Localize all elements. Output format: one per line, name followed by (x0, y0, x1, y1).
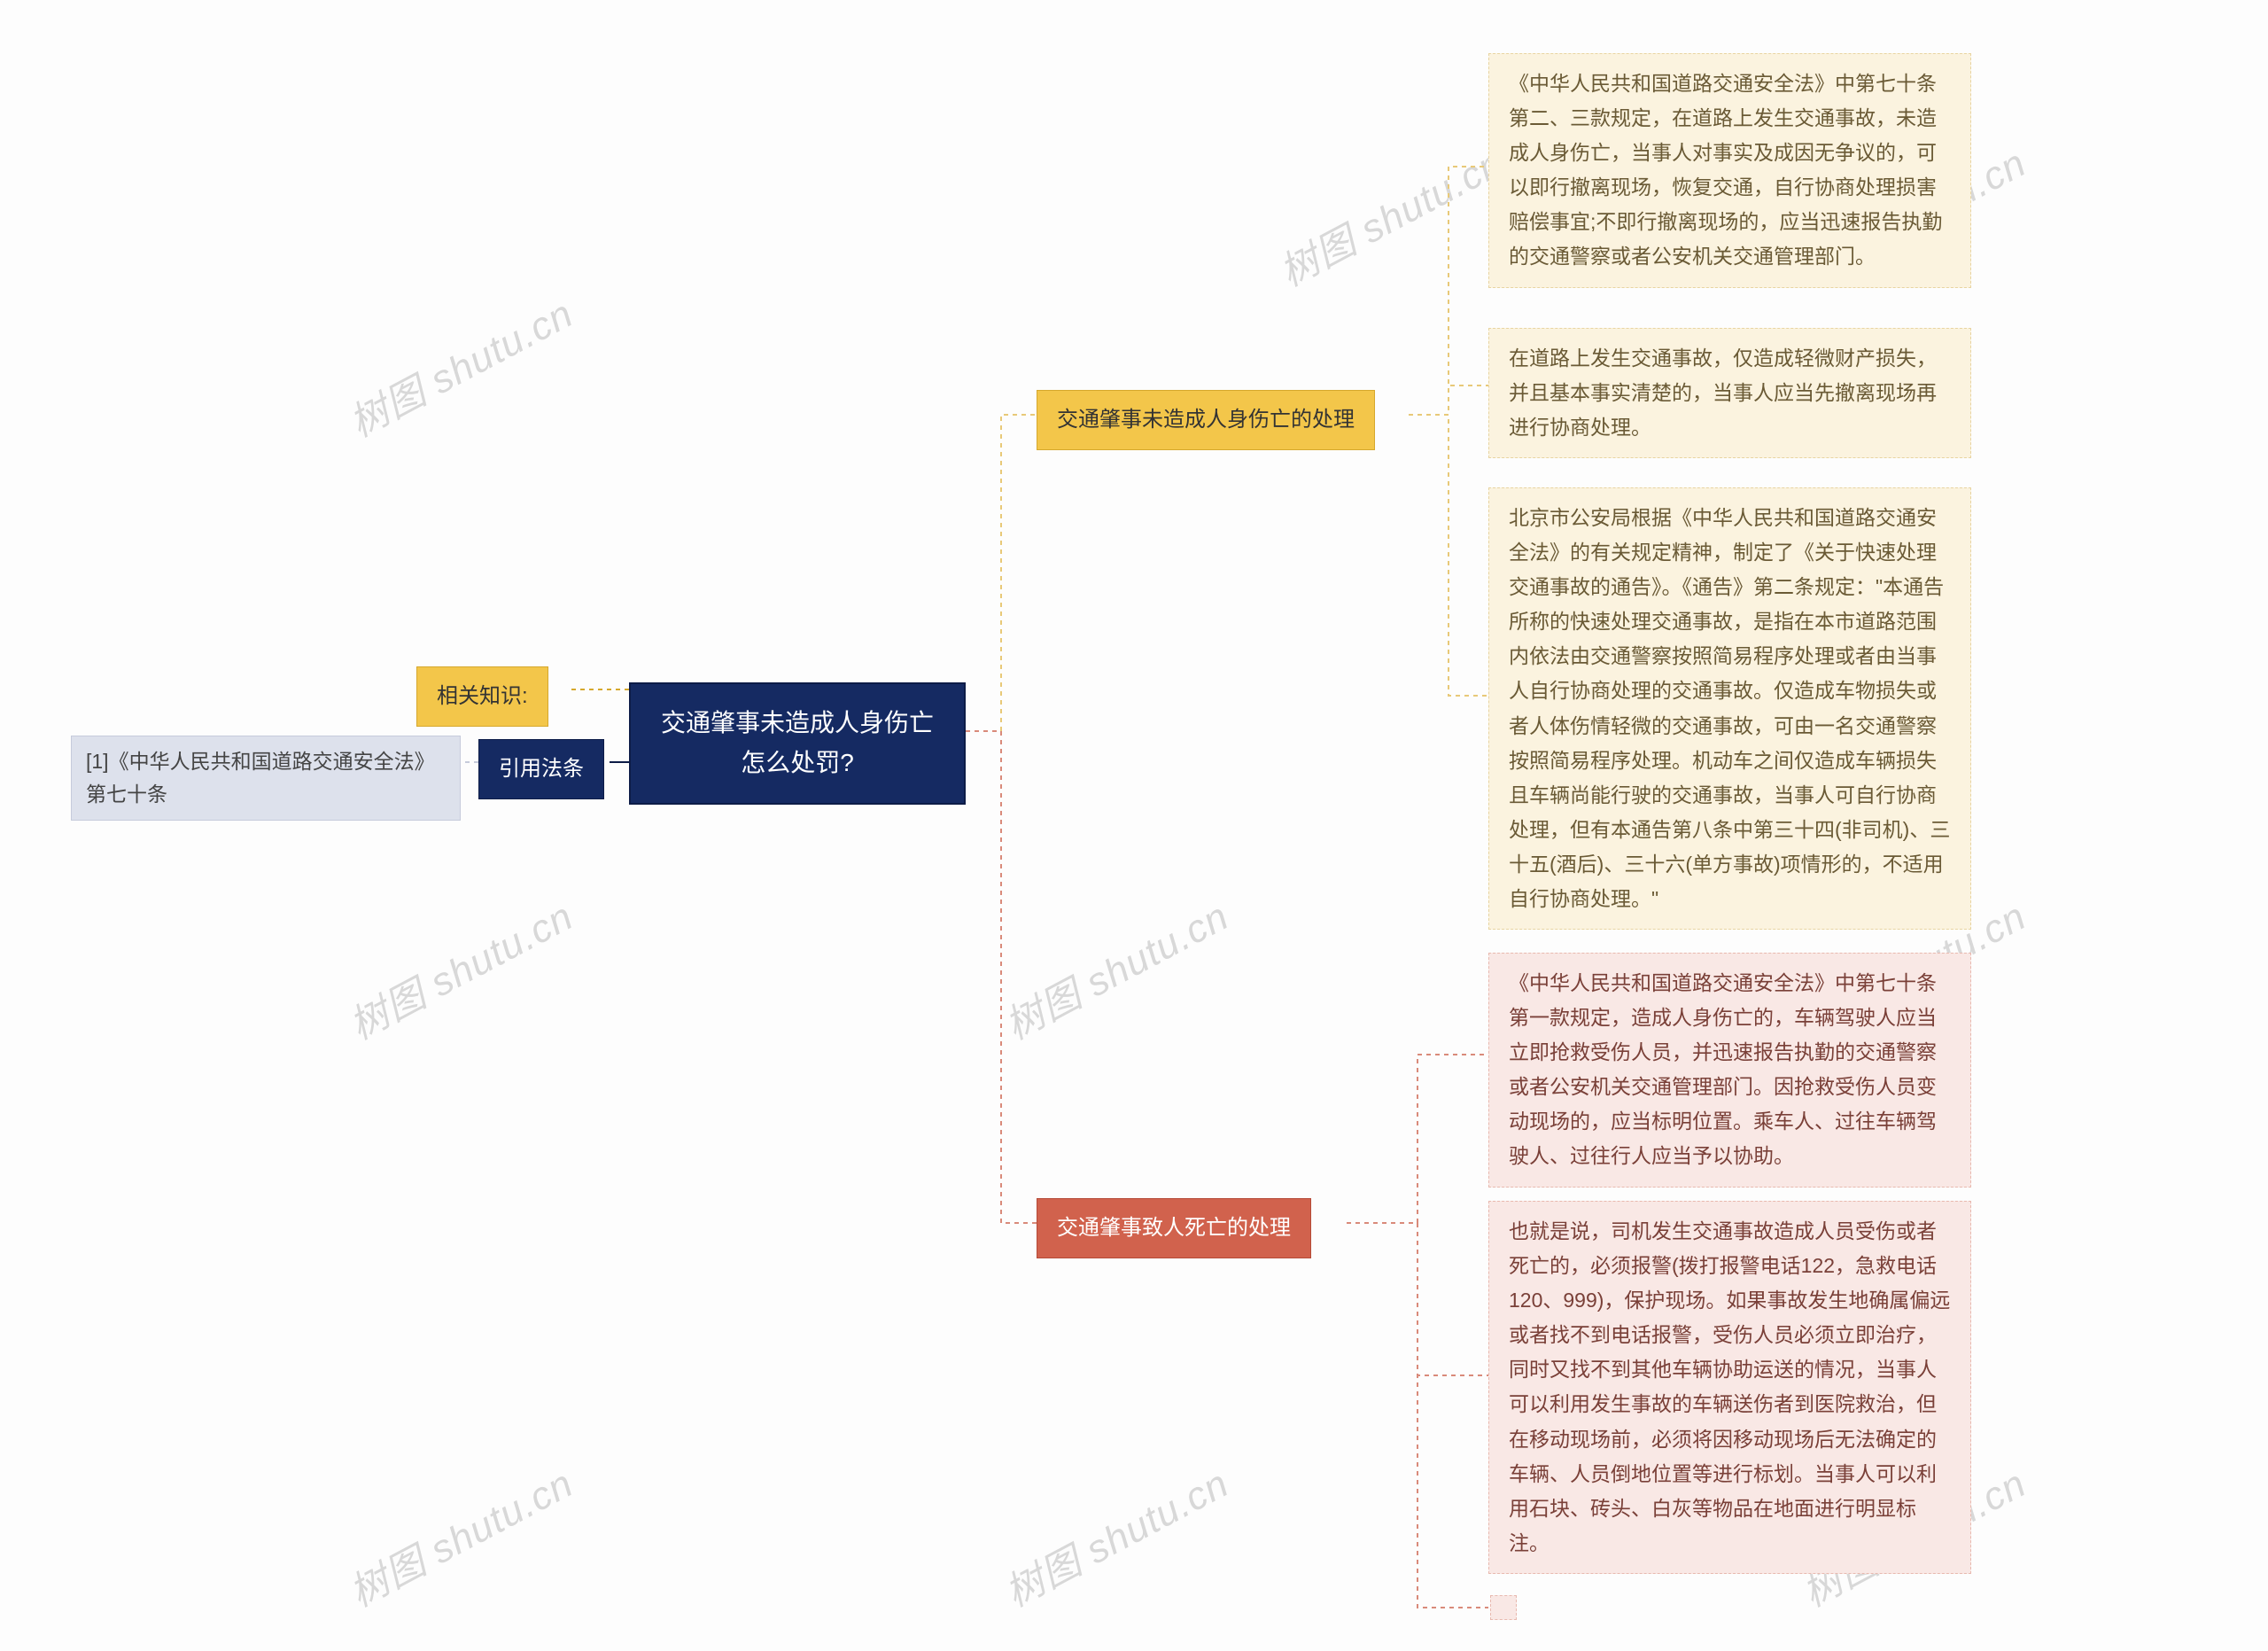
related-knowledge-node[interactable]: 相关知识: (416, 666, 548, 727)
death-leaf-1-text: 《中华人民共和国道路交通安全法》中第七十条第一款规定，造成人身伤亡的，车辆驾驶人… (1509, 971, 1937, 1167)
death-tiny-marker (1490, 1595, 1517, 1620)
no-injury-leaf-3-text: 北京市公安局根据《中华人民共和国道路交通安全法》的有关规定精神，制定了《关于快速… (1509, 506, 1950, 910)
watermark: 树图 shutu.cn (993, 1452, 1237, 1618)
death-branch-label: 交通肇事致人死亡的处理 (1057, 1216, 1291, 1240)
no-injury-leaf-1[interactable]: 《中华人民共和国道路交通安全法》中第七十条第二、三款规定，在道路上发生交通事故，… (1488, 53, 1971, 288)
no-injury-leaf-2-text: 在道路上发生交通事故，仅造成轻微财产损失，并且基本事实清楚的，当事人应当先撤离现… (1509, 347, 1937, 439)
root-label: 交通肇事未造成人身伤亡 怎么处罚? (657, 704, 937, 783)
related-knowledge-label: 相关知识: (437, 684, 528, 708)
death-leaf-2-text: 也就是说，司机发生交通事故造成人员受伤或者死亡的，必须报警(拨打报警电话122，… (1509, 1219, 1950, 1554)
law-ref-text: [1]《中华人民共和国道路交通安全法》 第七十条 (86, 750, 435, 806)
death-branch-title[interactable]: 交通肇事致人死亡的处理 (1037, 1198, 1311, 1258)
watermark: 树图 shutu.cn (338, 885, 581, 1051)
no-injury-leaf-2[interactable]: 在道路上发生交通事故，仅造成轻微财产损失，并且基本事实清楚的，当事人应当先撤离现… (1488, 328, 1971, 458)
cite-law-node[interactable]: 引用法条 (478, 739, 604, 799)
cite-law-label: 引用法条 (499, 757, 584, 781)
watermark: 树图 shutu.cn (993, 885, 1237, 1051)
no-injury-branch-label: 交通肇事未造成人身伤亡的处理 (1057, 408, 1355, 432)
root-node[interactable]: 交通肇事未造成人身伤亡 怎么处罚? (629, 682, 966, 805)
death-leaf-2[interactable]: 也就是说，司机发生交通事故造成人员受伤或者死亡的，必须报警(拨打报警电话122，… (1488, 1201, 1971, 1574)
watermark: 树图 shutu.cn (338, 1452, 581, 1618)
no-injury-leaf-1-text: 《中华人民共和国道路交通安全法》中第七十条第二、三款规定，在道路上发生交通事故，… (1509, 72, 1942, 268)
no-injury-branch-title[interactable]: 交通肇事未造成人身伤亡的处理 (1037, 390, 1375, 450)
watermark: 树图 shutu.cn (1268, 132, 1511, 298)
watermark: 树图 shutu.cn (338, 283, 581, 448)
no-injury-leaf-3[interactable]: 北京市公安局根据《中华人民共和国道路交通安全法》的有关规定精神，制定了《关于快速… (1488, 487, 1971, 930)
death-leaf-1[interactable]: 《中华人民共和国道路交通安全法》中第七十条第一款规定，造成人身伤亡的，车辆驾驶人… (1488, 953, 1971, 1188)
law-ref-leaf[interactable]: [1]《中华人民共和国道路交通安全法》 第七十条 (71, 736, 461, 821)
